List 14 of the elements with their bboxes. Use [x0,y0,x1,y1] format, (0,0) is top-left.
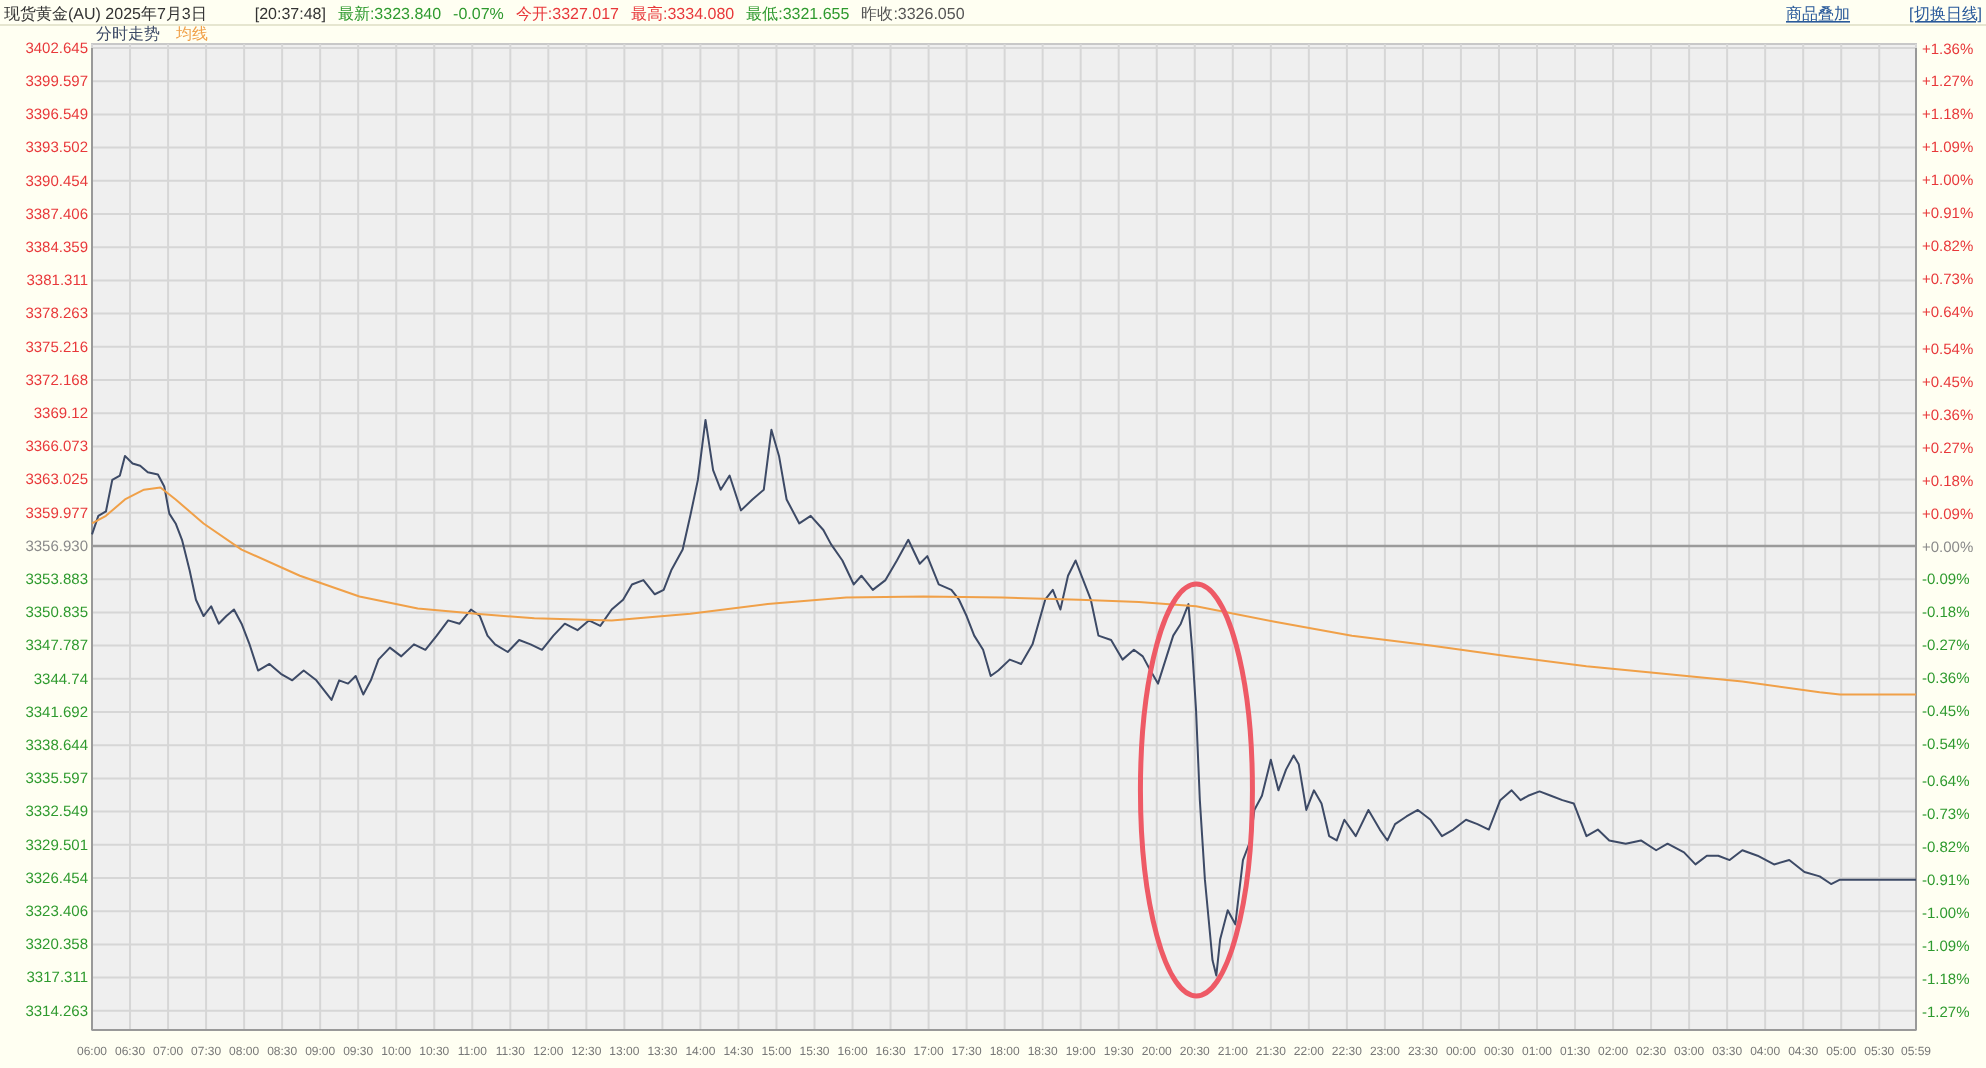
text: 最低:3321.655 [746,5,851,23]
text: 昨收:3326.050 [861,5,966,23]
text: [20:37:48] [254,5,326,23]
text: 今开:3327.017 [515,5,621,23]
chart-title: 现货黄金(AU) 2025年7月3日 [4,5,207,23]
text: [切换日线] [1909,5,1982,23]
text: 商品叠加 [1786,5,1850,23]
text: 分时走势 [96,25,160,43]
text: 最高:3334.080 [631,5,736,23]
line-series [91,486,1917,696]
text: 均线 [174,25,208,43]
text: 最新:3323.840 [337,5,443,23]
text: -0.07% [453,5,504,23]
line-series [91,418,1917,977]
